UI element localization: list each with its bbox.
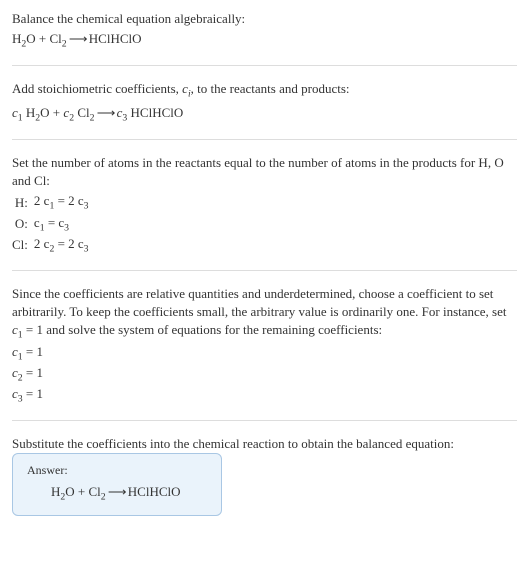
list-item: c1 = 1 <box>12 343 517 364</box>
section-coefficients: Add stoichiometric coefficients, ci, to … <box>12 80 517 139</box>
lhs-h: H <box>51 484 60 499</box>
rhs: HClHClO <box>89 31 142 46</box>
rhs-sub: 3 <box>84 201 89 212</box>
answer-equation: H2O + Cl2 ⟶ HClHClO <box>27 483 207 504</box>
intro-text: Add stoichiometric coefficients, ci, to … <box>12 80 517 101</box>
lhs-h: H <box>12 31 21 46</box>
sp3: HClHClO <box>127 105 183 120</box>
equation-unbalanced: H2O + Cl2 ⟶ HClHClO <box>12 30 517 51</box>
solution-list: c1 = 1 c2 = 1 c3 = 1 <box>12 343 517 407</box>
table-row: Cl: 2 c2 = 2 c3 <box>12 235 93 256</box>
balance-eq: c1 = c3 <box>34 214 93 235</box>
element-label: O: <box>12 214 34 235</box>
equation-with-coeffs: c1 H2O + c2 Cl2 ⟶ c3 HClHClO <box>12 104 517 125</box>
intro-text: Substitute the coefficients into the che… <box>12 435 517 453</box>
lhs: 2 c <box>34 193 50 208</box>
sp2: Cl <box>74 105 90 120</box>
cset-val: = 1 <box>23 322 43 337</box>
val: = 1 <box>23 344 43 359</box>
lhs-rest: O + Cl <box>65 484 101 499</box>
list-item: c2 = 1 <box>12 364 517 385</box>
arrow-icon: ⟶ <box>106 484 128 499</box>
intro-text: Since the coefficients are relative quan… <box>12 285 517 343</box>
rhs-sub: 3 <box>64 222 69 233</box>
intro-part1: Add stoichiometric coefficients, <box>12 81 182 96</box>
atom-balance-table: H: 2 c1 = 2 c3 O: c1 = c3 Cl: 2 c2 = 2 c… <box>12 192 93 256</box>
section-problem: Balance the chemical equation algebraica… <box>12 10 517 66</box>
val: = 1 <box>23 365 43 380</box>
list-item: c3 = 1 <box>12 385 517 406</box>
arrow-icon: ⟶ <box>67 31 89 46</box>
sp1: H <box>23 105 36 120</box>
eq: = 2 c <box>54 193 83 208</box>
arrow-icon: ⟶ <box>94 105 116 120</box>
answer-label: Answer: <box>27 462 207 479</box>
answer-box: Answer: H2O + Cl2 ⟶ HClHClO <box>12 453 222 515</box>
balance-eq: 2 c1 = 2 c3 <box>34 192 93 213</box>
intro-part2: and solve the system of equations for th… <box>43 322 382 337</box>
intro-text: Set the number of atoms in the reactants… <box>12 154 517 190</box>
intro-text: Balance the chemical equation algebraica… <box>12 10 517 28</box>
sp1b: O + <box>40 105 63 120</box>
val: = 1 <box>23 386 43 401</box>
table-row: O: c1 = c3 <box>12 214 93 235</box>
lhs: 2 c <box>34 236 50 251</box>
rhs-sub: 3 <box>84 243 89 254</box>
section-substitute: Substitute the coefficients into the che… <box>12 435 517 521</box>
lhs-rest: O + Cl <box>26 31 62 46</box>
element-label: H: <box>12 192 34 213</box>
eq: = c <box>45 215 65 230</box>
intro-part2: , to the reactants and products: <box>191 81 350 96</box>
table-row: H: 2 c1 = 2 c3 <box>12 192 93 213</box>
rhs: HClHClO <box>128 484 181 499</box>
intro-part1: Since the coefficients are relative quan… <box>12 286 507 319</box>
eq: = 2 c <box>54 236 83 251</box>
section-atom-balance: Set the number of atoms in the reactants… <box>12 154 517 271</box>
balance-eq: 2 c2 = 2 c3 <box>34 235 93 256</box>
section-solve: Since the coefficients are relative quan… <box>12 285 517 421</box>
element-label: Cl: <box>12 235 34 256</box>
